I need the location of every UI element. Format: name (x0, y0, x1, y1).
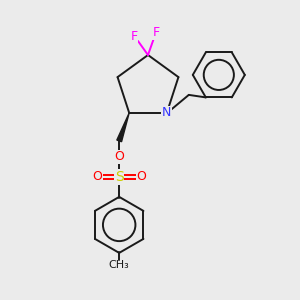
Text: O: O (114, 150, 124, 164)
Polygon shape (117, 113, 129, 142)
Text: CH₃: CH₃ (109, 260, 130, 270)
Text: F: F (130, 31, 138, 44)
Text: N: N (162, 106, 172, 119)
Text: O: O (92, 170, 102, 183)
Text: F: F (152, 26, 160, 40)
Text: O: O (136, 170, 146, 183)
Text: S: S (115, 170, 124, 184)
